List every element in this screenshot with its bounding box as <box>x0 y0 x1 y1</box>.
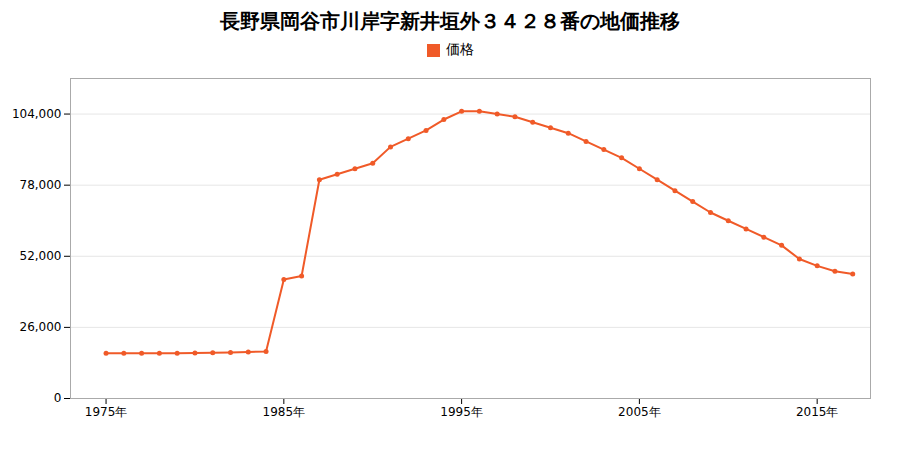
svg-text:1985年: 1985年 <box>263 405 306 419</box>
svg-text:2005年: 2005年 <box>618 405 661 419</box>
svg-text:1975年: 1975年 <box>85 405 128 419</box>
html-text:長野県岡谷市川岸字新井垣外３４２８番の地価推移: 長野県岡谷市川岸字新井垣外３４２８番の地価推移 <box>220 9 680 33</box>
svg-text:0: 0 <box>54 391 62 405</box>
svg-text:52,000: 52,000 <box>20 249 62 263</box>
svg-text:78,000: 78,000 <box>20 178 62 192</box>
svg-text:1995年: 1995年 <box>440 405 483 419</box>
svg-text:26,000: 26,000 <box>20 320 62 334</box>
html-text:価格: 価格 <box>445 41 474 57</box>
svg-text:104,000: 104,000 <box>12 107 62 121</box>
svg-text:2015年: 2015年 <box>796 405 839 419</box>
